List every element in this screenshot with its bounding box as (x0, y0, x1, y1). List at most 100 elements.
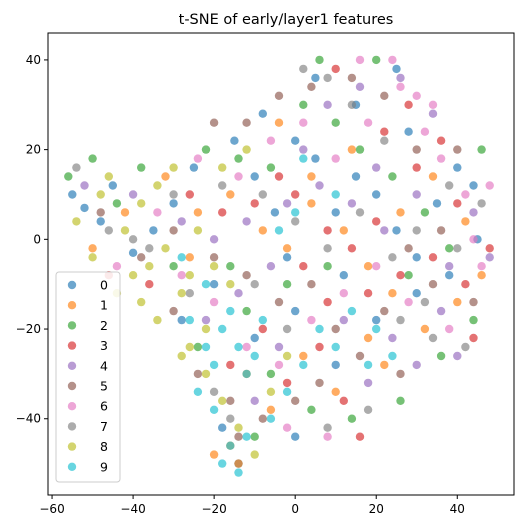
point-class-5-9 (380, 307, 388, 315)
point-class-1-24 (307, 172, 315, 180)
point-class-8-2 (105, 172, 113, 180)
point-class-1-11 (429, 172, 437, 180)
point-class-1-22 (210, 450, 218, 458)
y-tick-label-3: 20 (26, 143, 41, 157)
point-class-5-8 (356, 352, 364, 360)
point-class-0-34 (445, 271, 453, 279)
point-class-7-5 (259, 190, 267, 198)
point-class-4-11 (469, 208, 477, 216)
point-class-2-20 (307, 406, 315, 414)
point-class-8-14 (210, 262, 218, 270)
x-tick-label-1: −40 (120, 502, 145, 516)
point-class-6-1 (153, 208, 161, 216)
point-class-2-12 (388, 172, 396, 180)
point-class-8-29 (242, 145, 250, 153)
point-class-3-6 (299, 262, 307, 270)
point-class-1-8 (340, 226, 348, 234)
point-class-5-24 (291, 397, 299, 405)
y-tick-label-2: 0 (33, 232, 41, 246)
point-class-5-0 (97, 208, 105, 216)
point-class-4-13 (429, 110, 437, 118)
point-class-6-24 (356, 56, 364, 64)
point-class-4-28 (453, 352, 461, 360)
point-class-4-6 (315, 181, 323, 189)
point-class-4-21 (340, 316, 348, 324)
point-class-3-20 (283, 379, 291, 387)
legend-label-7: 7 (100, 419, 108, 434)
legend-box (56, 272, 120, 482)
point-class-4-18 (267, 262, 275, 270)
point-class-2-6 (234, 154, 242, 162)
point-class-0-3 (109, 181, 117, 189)
point-class-1-15 (267, 406, 275, 414)
point-class-3-3 (218, 208, 226, 216)
point-class-3-23 (226, 361, 234, 369)
point-class-4-27 (251, 397, 259, 405)
point-class-6-3 (234, 172, 242, 180)
point-class-2-14 (445, 244, 453, 252)
point-class-6-2 (194, 154, 202, 162)
point-class-2-23 (194, 343, 202, 351)
point-class-3-9 (372, 217, 380, 225)
point-class-3-10 (396, 271, 404, 279)
point-class-8-4 (129, 271, 137, 279)
point-class-9-5 (234, 343, 242, 351)
point-class-5-5 (275, 298, 283, 306)
point-class-7-26 (299, 65, 307, 73)
point-class-5-25 (315, 379, 323, 387)
point-class-8-13 (202, 325, 210, 333)
point-class-9-16 (283, 388, 291, 396)
x-tick-label-0: −60 (39, 502, 64, 516)
point-class-8-23 (267, 388, 275, 396)
point-class-0-11 (311, 154, 319, 162)
point-class-1-18 (364, 334, 372, 342)
point-class-2-22 (226, 262, 234, 270)
legend-label-9: 9 (100, 459, 108, 474)
point-class-3-2 (186, 190, 194, 198)
point-class-6-27 (283, 424, 291, 432)
point-class-5-15 (380, 92, 388, 100)
point-class-0-5 (169, 199, 177, 207)
point-class-2-1 (88, 154, 96, 162)
point-class-2-13 (421, 208, 429, 216)
point-class-1-28 (380, 361, 388, 369)
point-class-0-10 (291, 137, 299, 145)
point-class-3-25 (323, 226, 331, 234)
point-class-7-6 (291, 217, 299, 225)
point-class-6-17 (340, 289, 348, 297)
point-class-4-24 (413, 361, 421, 369)
point-class-1-26 (421, 325, 429, 333)
point-class-0-1 (80, 204, 88, 212)
point-class-7-27 (323, 74, 331, 82)
point-class-7-17 (323, 424, 331, 432)
point-class-5-1 (137, 253, 145, 261)
point-class-7-11 (453, 244, 461, 252)
point-class-9-7 (251, 352, 259, 360)
point-class-1-10 (396, 208, 404, 216)
point-class-0-37 (340, 271, 348, 279)
legend-marker-4 (68, 362, 76, 370)
point-class-1-3 (194, 208, 202, 216)
point-class-6-14 (445, 325, 453, 333)
point-class-6-16 (372, 262, 380, 270)
point-class-7-3 (186, 289, 194, 297)
point-class-6-11 (461, 190, 469, 198)
point-class-9-10 (210, 406, 218, 414)
point-class-5-14 (413, 145, 421, 153)
point-class-0-38 (283, 253, 291, 261)
point-class-4-29 (372, 163, 380, 171)
point-class-9-23 (372, 325, 380, 333)
point-class-9-2 (210, 361, 218, 369)
point-class-8-11 (186, 271, 194, 279)
point-class-9-6 (242, 370, 250, 378)
point-class-6-29 (469, 235, 477, 243)
point-class-9-1 (202, 343, 210, 351)
point-class-5-27 (194, 370, 202, 378)
x-tick-label-3: 0 (291, 502, 299, 516)
point-class-7-8 (356, 208, 364, 216)
point-class-4-22 (388, 334, 396, 342)
y-tick-label-0: −40 (16, 412, 41, 426)
point-class-2-26 (283, 280, 291, 288)
point-class-0-35 (469, 181, 477, 189)
point-class-1-7 (307, 199, 315, 207)
